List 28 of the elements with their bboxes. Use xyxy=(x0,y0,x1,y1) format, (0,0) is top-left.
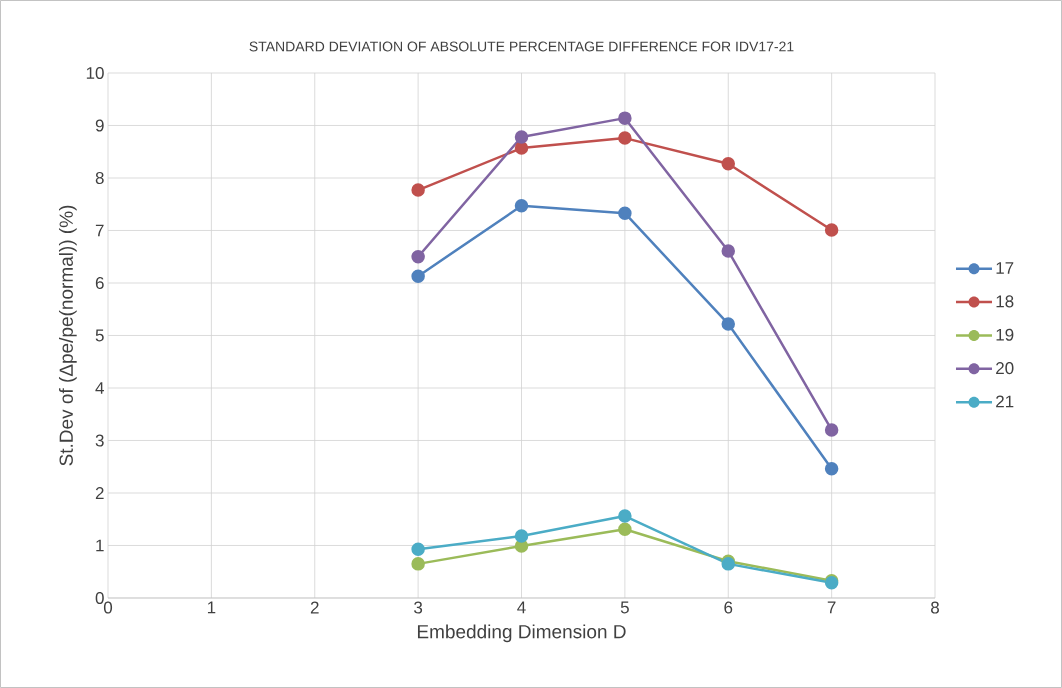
x-tick-label: 6 xyxy=(724,601,733,614)
legend-label: 18 xyxy=(996,295,1014,308)
y-tick-label: 5 xyxy=(95,329,104,342)
chart-title: STANDARD DEVIATION OF ABSOLUTE PERCENTAGE DIFFERENCE FOR IDV17-21 xyxy=(249,41,794,52)
x-tick-label: 1 xyxy=(207,601,216,614)
x-tick-label: 8 xyxy=(931,601,939,614)
x-tick-label: 7 xyxy=(827,601,836,614)
x-tick-label: 2 xyxy=(310,601,319,614)
legend-label: 20 xyxy=(996,362,1014,375)
legend-label: 21 xyxy=(996,395,1014,408)
legend-label: 17 xyxy=(996,262,1014,274)
legend-label: 19 xyxy=(996,328,1014,341)
x-axis-title: Embedding Dimension D xyxy=(417,624,626,643)
x-tick-label: 0 xyxy=(103,601,113,614)
x-tick-label: 3 xyxy=(414,601,423,614)
x-tick-label: 5 xyxy=(620,601,629,614)
x-tick-label: 4 xyxy=(517,601,526,614)
y-axis-title: St.Dev of (Δpe/pe(normal)) (%) xyxy=(58,205,77,466)
y-tick-label: 3 xyxy=(95,434,104,447)
y-tick-label: 2 xyxy=(95,487,104,499)
y-tick-label: 6 xyxy=(95,276,104,290)
y-tick-label: 9 xyxy=(95,119,104,132)
y-tick-label: 0 xyxy=(95,591,104,605)
y-tick-label: 10 xyxy=(86,66,104,80)
y-tick-label: 1 xyxy=(96,539,104,552)
y-tick-label: 4 xyxy=(95,382,104,394)
y-tick-label: 8 xyxy=(95,171,104,185)
y-tick-label: 7 xyxy=(95,224,104,237)
